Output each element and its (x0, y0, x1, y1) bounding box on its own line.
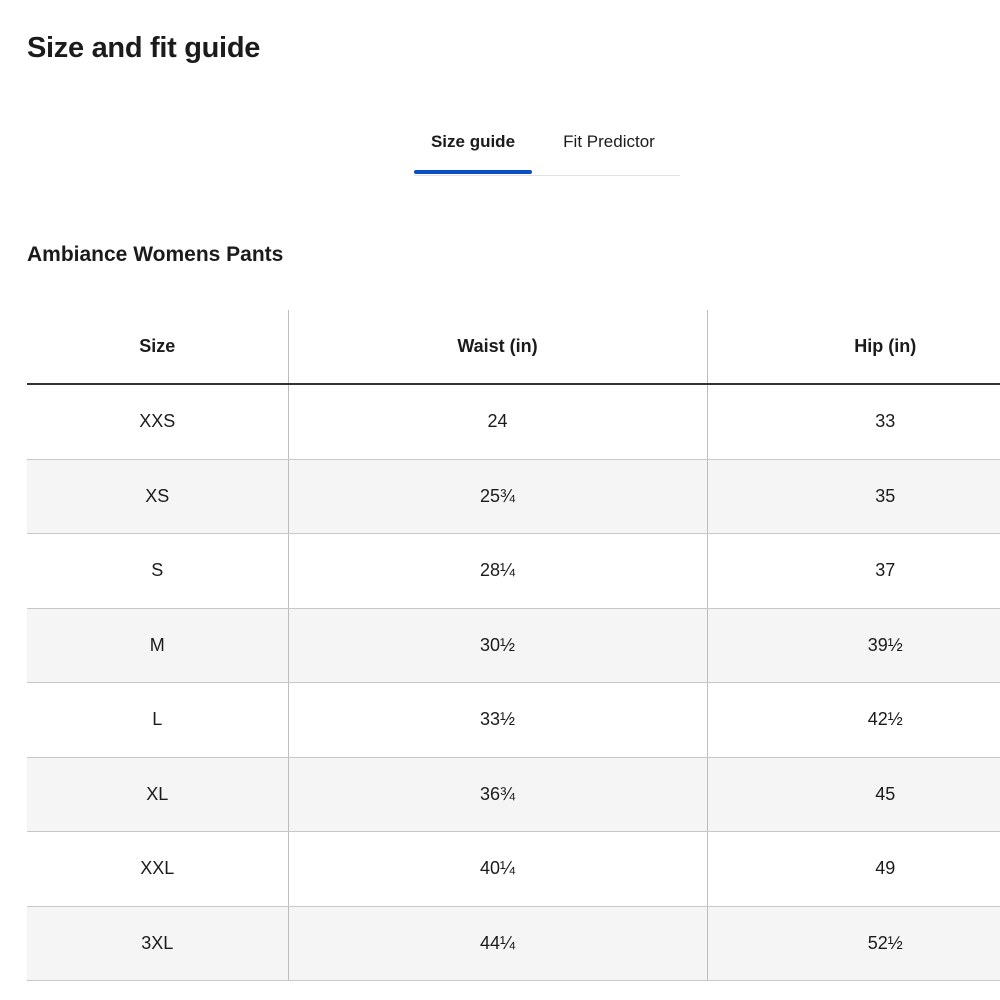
table-cell: 36¾ (287, 757, 707, 832)
table-cell: 40¼ (287, 831, 707, 907)
header-row: Size Waist (in) Hip (in) (27, 310, 1000, 385)
table-row: L 33½ 42½ (27, 682, 1000, 758)
table-cell: 39½ (706, 608, 1000, 683)
table-row: XXS 24 33 (27, 384, 1000, 460)
table-row: 3XL 44¼ 52½ (27, 906, 1000, 981)
table-cell: 35 (706, 459, 1000, 534)
table-body: XXS 24 33 XS 25¾ 35 S 28¼ 37 M 30½ 39½ L 33½ 42½ XL 36¾ 4… (27, 384, 1000, 981)
table-cell: XL (27, 757, 288, 832)
table-title: Ambiance Womens Pants (27, 243, 284, 266)
table-cell: 3XL (27, 906, 288, 981)
tab[interactable]: Size guide (430, 132, 516, 151)
column-header: Hip (in) (706, 310, 1000, 385)
table-cell: S (27, 533, 288, 609)
tabs: Size guide Fit Predictor (414, 124, 680, 176)
active-tab-indicator (414, 170, 532, 174)
table-cell: 44¼ (287, 906, 707, 981)
table-cell: 33 (706, 384, 1000, 460)
table-cell: 42½ (706, 682, 1000, 758)
page-title: Size and fit guide (27, 32, 261, 64)
table-cell: 30½ (287, 608, 707, 683)
table-cell: XXS (27, 384, 288, 460)
table-cell: 25¾ (287, 459, 707, 534)
table-cell: 24 (287, 384, 707, 460)
size-table: Size Waist (in) Hip (in) XXS 24 33 XS 25¾ 35 S 28… (27, 310, 1000, 981)
table-row: M 30½ 39½ (27, 608, 1000, 683)
table-row: XS 25¾ 35 (27, 459, 1000, 534)
table-cell: XXL (27, 831, 288, 907)
table-cell: L (27, 682, 288, 758)
table-cell: 37 (706, 533, 1000, 609)
table-row: XXL 40¼ 49 (27, 831, 1000, 907)
table-cell: 45 (706, 757, 1000, 832)
table-cell: 52½ (706, 906, 1000, 981)
tab[interactable]: Fit Predictor (563, 132, 655, 151)
table-cell: 33½ (287, 682, 707, 758)
table-cell: 28¼ (287, 533, 707, 609)
column-header: Size (27, 310, 288, 385)
table-cell: 49 (706, 831, 1000, 907)
table-row: XL 36¾ 45 (27, 757, 1000, 832)
size-table-container: Size Waist (in) Hip (in) XXS 24 33 XS 25¾ 35 S 28… (27, 310, 1000, 990)
column-header: Waist (in) (287, 310, 707, 385)
table-cell: M (27, 608, 288, 683)
table-cell: XS (27, 459, 288, 534)
table-row: S 28¼ 37 (27, 533, 1000, 609)
